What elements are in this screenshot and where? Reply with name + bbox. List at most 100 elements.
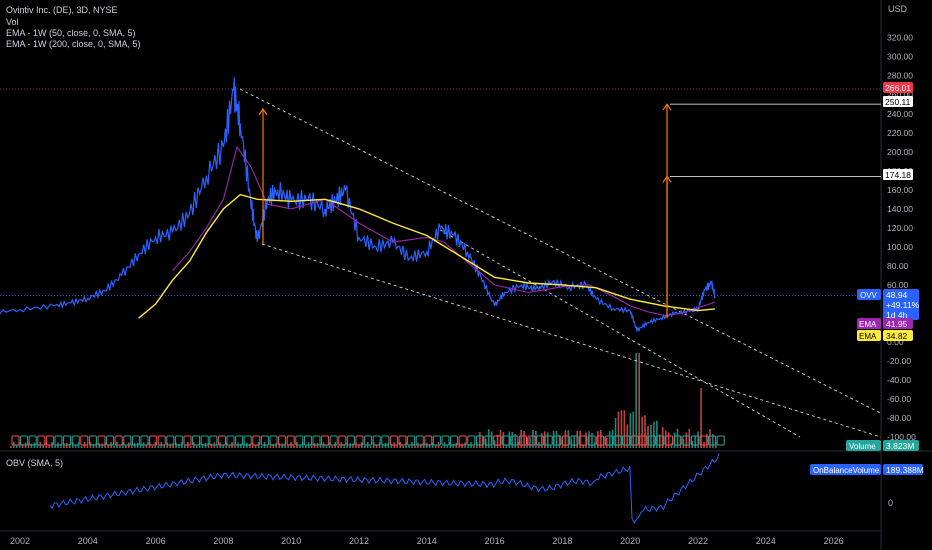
earnings-marker [183,435,192,446]
volume-bar [63,443,65,448]
volume-bar [623,410,626,448]
x-tick-label: 2014 [417,536,437,546]
ema200-badge: EMA 34.82 [857,330,913,341]
y-tick-label: -20.00 [887,356,911,366]
earnings-marker [699,435,708,446]
volume-bar [375,444,378,448]
volume-bar [287,444,289,448]
earnings-marker [475,435,484,446]
x-tick-label: 2016 [485,536,505,546]
earnings-marker [243,435,252,446]
earnings-markers [11,435,725,446]
volume-bar [555,430,558,448]
svg-text:OVV: OVV [860,291,878,300]
time-axis[interactable]: 2002 2004 2006 2008 2010 2012 2014 2016 2018 2020… [10,536,844,546]
earnings-marker [97,435,106,446]
volume-bar [69,443,71,448]
trendlines [239,88,882,438]
volume-bar [694,435,696,448]
earnings-marker [114,435,123,446]
volume-bar [605,437,608,448]
earnings-marker [493,435,502,446]
volume-bar [27,443,30,448]
obv-legend[interactable]: OBV (SMA, 5) [6,458,64,468]
volume-bar [520,429,522,448]
volume-bar [225,442,227,448]
y-tick-label: -100.00 [887,432,916,442]
volume-bar [638,353,640,448]
earnings-marker [192,435,201,446]
volume-bar [278,443,281,448]
volume-bar [319,443,322,448]
high-price-badge: 266.01 [883,82,913,93]
volume-bar [254,444,257,448]
earnings-marker [278,435,287,446]
volume-bar [136,443,139,448]
target-arrows [258,103,672,319]
volume-bar [591,433,593,448]
earnings-marker [450,435,459,446]
arrow-2008-head [258,107,268,116]
symbol-title[interactable]: Ovintiv Inc. (DE), 3D, NYSE [6,5,118,15]
volume-bar [576,431,578,448]
volume-bar [325,444,328,448]
svg-text:174.18: 174.18 [885,170,911,180]
earnings-marker [235,435,244,446]
volume-bar [163,444,165,448]
earnings-marker [63,435,72,446]
earnings-marker [166,435,175,446]
volume-bar [390,443,393,448]
svg-text:EMA: EMA [859,332,877,341]
volume-bar [80,445,83,448]
earnings-marker [604,435,613,446]
earnings-marker [321,435,330,446]
y-tick-label: 100.00 [887,242,913,252]
ema50-legend[interactable]: EMA - 1W (50, close, 0, SMA, 5) [6,28,136,38]
series-line-1 [172,145,716,316]
volume-bar [502,432,505,448]
volume-bar [661,426,664,448]
earnings-marker [45,435,54,446]
volume-bar [331,445,334,448]
earnings-marker [501,435,510,446]
y-tick-label: 120.00 [887,223,913,233]
volume-bar [266,445,269,448]
volume-legend[interactable]: Vol [6,17,19,27]
svg-text:+49.11%: +49.11% [886,300,920,310]
volume-bar [493,440,496,448]
earnings-marker [579,435,588,446]
volume-bar [243,443,245,448]
volume-bar [313,443,316,448]
volume-bar [467,444,469,448]
volume-bar [659,434,661,448]
volume-bar [92,444,95,448]
svg-text:250.11: 250.11 [885,97,911,107]
volume-bar [582,444,584,448]
x-tick-label: 2012 [349,536,369,546]
volume-bar [700,388,702,448]
volume-bar [95,442,98,448]
volume-bar [328,442,331,448]
y-tick-label: 80.00 [887,261,909,271]
volume-bar [608,431,611,448]
earnings-marker [312,435,321,446]
earnings-marker [209,435,218,446]
volume-bar [260,445,263,448]
y-tick-label: 220.00 [887,128,913,138]
volume-bar [364,445,366,448]
volume-bar [446,444,449,448]
y-tick-label: 160.00 [887,185,913,195]
volume-bar [676,428,679,448]
ema200-legend[interactable]: EMA - 1W (200, close, 0, SMA, 5) [6,39,141,49]
volume-bar [617,411,620,448]
volume-bar [184,445,186,448]
volume-bar [369,445,372,448]
volume-bar [473,445,475,448]
y-tick-label: 240.00 [887,109,913,119]
series-line-0 [0,77,716,333]
earnings-marker [682,435,691,446]
volume-bar [10,446,12,448]
volume-bar [281,443,283,448]
volume-bar [402,445,404,448]
